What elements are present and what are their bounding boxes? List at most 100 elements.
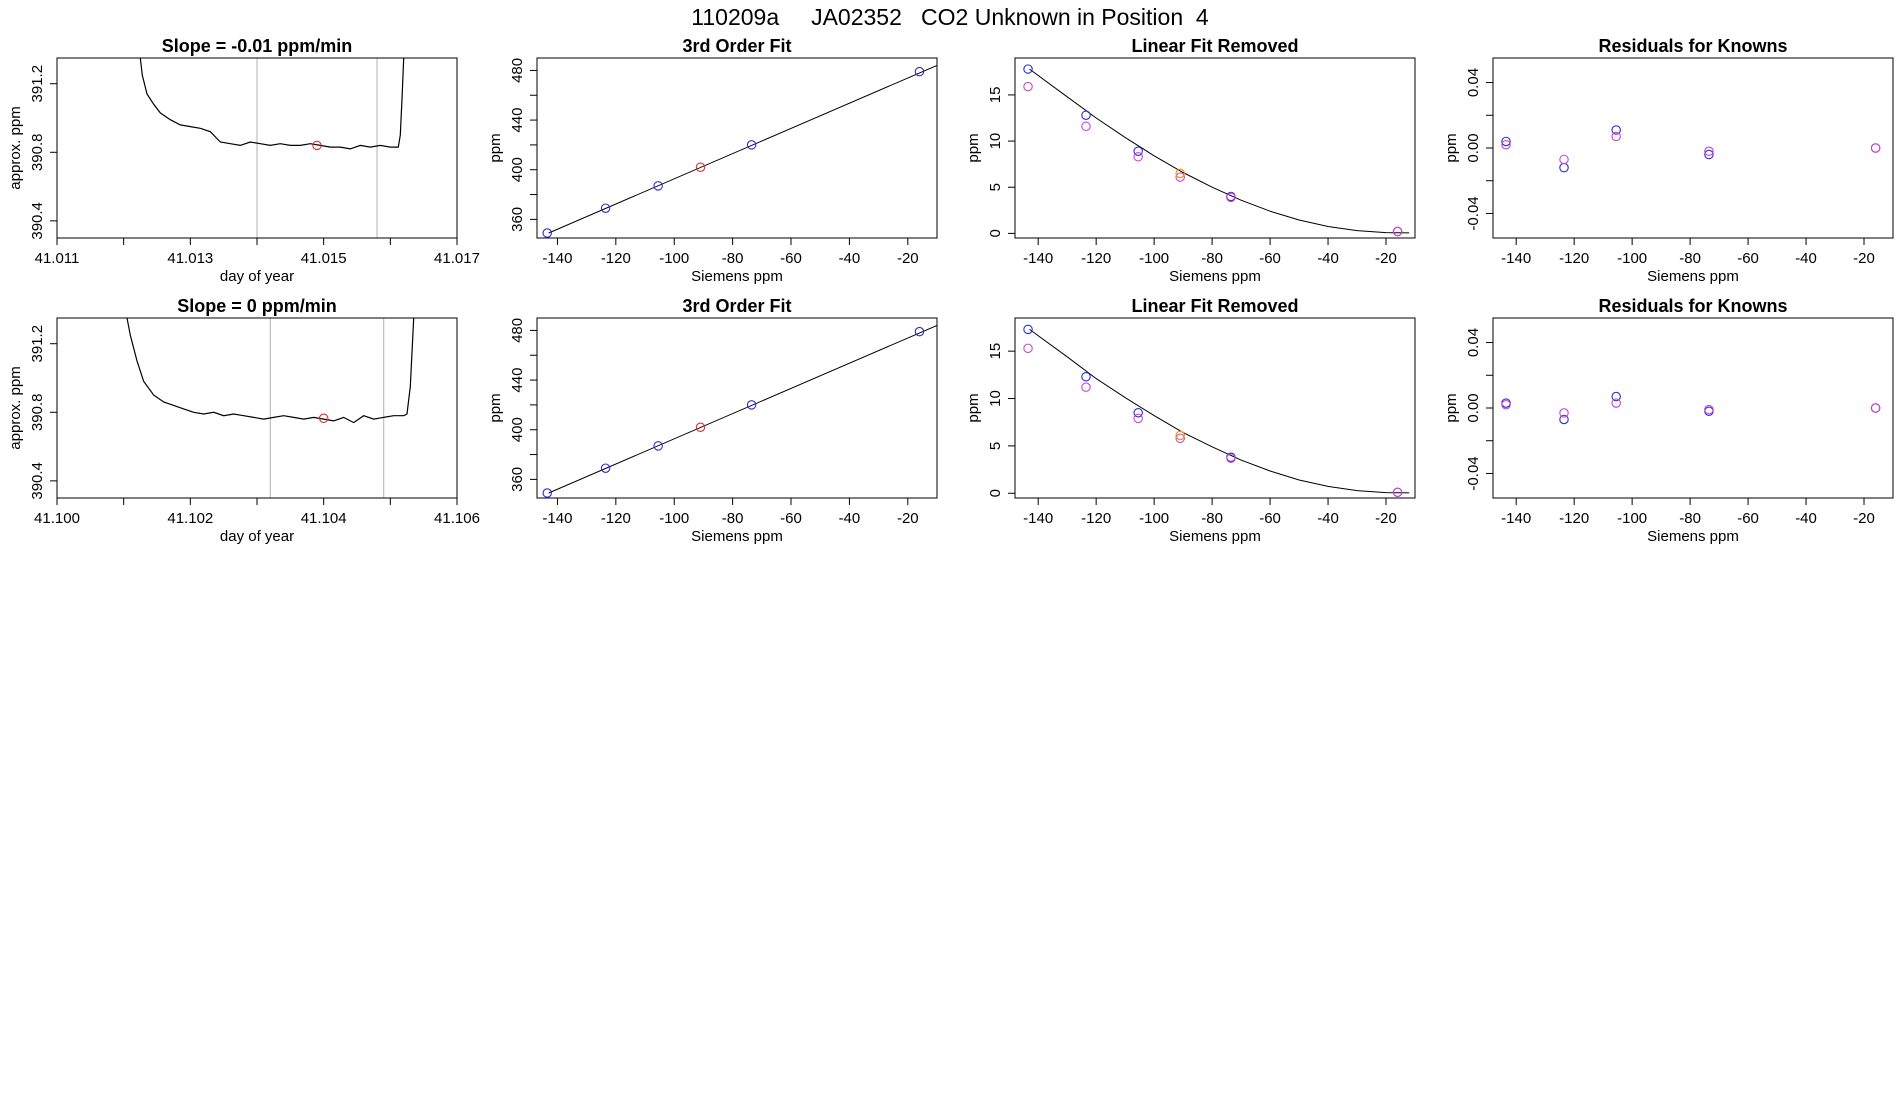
data-point [1611, 398, 1621, 408]
x-tick-label: -140 [1501, 510, 1531, 527]
x-tick-label: 41.102 [167, 510, 213, 527]
x-tick-label: -40 [1317, 250, 1339, 267]
plot-area [542, 64, 937, 238]
data-series-line [139, 58, 405, 150]
plot-frame [1492, 317, 1894, 499]
data-point [1175, 433, 1185, 444]
y-tick-label: 360 [509, 467, 526, 492]
y-tick-label: -0.04 [1465, 196, 1482, 230]
data-point [1081, 110, 1091, 120]
plot-area [126, 318, 415, 424]
x-tick-label: -100 [1617, 510, 1647, 527]
data-point [914, 326, 925, 337]
x-tick-label: -20 [897, 250, 919, 267]
y-axis-label: approx. ppm [7, 366, 24, 449]
plot-frame [56, 317, 458, 499]
y-tick-label: 0 [987, 489, 1004, 497]
x-tick-label: -100 [1617, 250, 1647, 267]
x-tick-label: -60 [780, 510, 802, 527]
x-tick-label: 41.015 [301, 250, 347, 267]
x-tick-label: -80 [722, 250, 744, 267]
x-axis-label: Siemens ppm [1647, 268, 1739, 285]
data-point [312, 140, 322, 151]
x-axis-label: Siemens ppm [1169, 528, 1261, 545]
fit-curve [1029, 68, 1410, 234]
x-tick-label: -20 [1853, 250, 1875, 267]
data-point [1501, 399, 1511, 410]
data-point [1133, 407, 1143, 418]
data-point [1133, 146, 1143, 156]
chart-panel-1: Slope = -0.01 ppm/min 41.011 41.013 41.015 4… [7, 36, 480, 285]
y-tick-label: 400 [509, 417, 526, 442]
x-tick-label: 41.013 [167, 250, 213, 267]
data-point [1501, 139, 1511, 150]
plot-area [1023, 324, 1410, 498]
data-point [1226, 453, 1236, 463]
x-tick-label: -120 [601, 250, 631, 267]
x-tick-label: -40 [839, 250, 861, 267]
x-tick-label: -40 [1317, 510, 1339, 527]
data-point [1611, 125, 1621, 135]
x-tick-label: -40 [1795, 250, 1817, 267]
x-axis-label: Siemens ppm [1647, 528, 1739, 545]
x-tick-label: -20 [1853, 510, 1875, 527]
page-title: 110209a JA02352 CO2 Unknown in Position … [691, 4, 1209, 30]
data-point [1611, 391, 1621, 402]
data-point [542, 488, 552, 498]
data-point [1704, 149, 1714, 160]
plot-frame [536, 317, 938, 499]
x-tick-label: -60 [1259, 250, 1281, 267]
data-point [318, 413, 329, 424]
data-point [1133, 413, 1143, 424]
chart-panel-6: 3rd Order Fit -140 -120 -100 -80 -60 -40 -20 360… [487, 296, 938, 545]
data-point [1081, 121, 1091, 132]
y-axis-label: ppm [487, 393, 504, 422]
plot-frame [1014, 57, 1416, 239]
x-tick-label: -120 [601, 510, 631, 527]
data-point [1023, 324, 1033, 335]
x-tick-label: 41.017 [434, 250, 480, 267]
data-point [1559, 162, 1569, 173]
data-point [1704, 404, 1714, 415]
data-point [1559, 408, 1569, 418]
data-point [1704, 146, 1714, 157]
x-tick-label: -80 [1679, 250, 1701, 267]
data-point [653, 441, 663, 451]
x-tick-label: 41.100 [34, 510, 80, 527]
x-tick-label: -40 [1795, 510, 1817, 527]
data-point [1175, 172, 1185, 182]
y-tick-label: 390.4 [29, 202, 46, 240]
data-point [1226, 192, 1236, 203]
data-point [746, 400, 757, 410]
chart-title: Linear Fit Removed [1131, 36, 1298, 56]
fit-line [548, 64, 937, 234]
data-point [1023, 81, 1033, 92]
x-tick-label: -140 [1023, 510, 1053, 527]
y-tick-label: 15 [987, 343, 1004, 360]
x-tick-label: -100 [659, 250, 689, 267]
data-point [914, 66, 925, 77]
y-axis-label: ppm [1443, 393, 1460, 422]
data-point [1392, 487, 1403, 498]
data-point [746, 140, 757, 150]
data-point [1175, 168, 1185, 179]
data-point [542, 228, 552, 238]
data-point [1611, 131, 1621, 142]
plot-frame [1014, 317, 1416, 499]
data-point [1870, 143, 1881, 153]
data-point [1023, 343, 1033, 354]
data-point [600, 203, 611, 213]
data-point [1870, 403, 1881, 413]
x-tick-label: -80 [1201, 250, 1223, 267]
y-tick-label: 391.2 [29, 325, 46, 363]
data-point [1559, 154, 1569, 165]
data-point [1081, 371, 1091, 382]
x-tick-label: -20 [897, 510, 919, 527]
data-point [653, 181, 663, 191]
y-tick-label: 440 [509, 368, 526, 393]
data-point [1081, 382, 1091, 392]
chart-panel-2: 3rd Order Fit -140 -120 -100 -80 -60 -40 -20 360… [487, 36, 938, 285]
x-tick-label: 41.011 [35, 250, 80, 267]
chart-panel-4: Residuals for Knowns -140 -120 -100 -80 -60 -4… [1443, 36, 1894, 285]
chart-title: 3rd Order Fit [682, 296, 791, 316]
